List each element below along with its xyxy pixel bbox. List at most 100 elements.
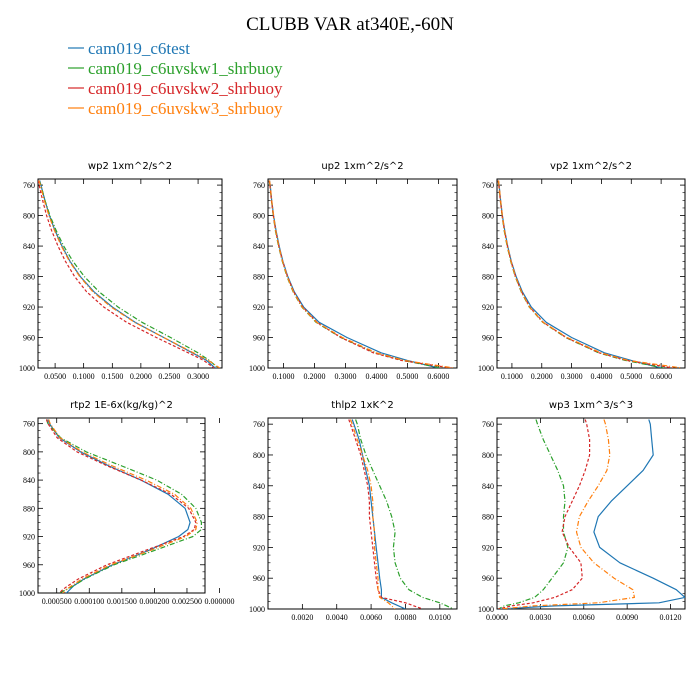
y-tick-label: 920: [23, 303, 35, 312]
y-tick-label: 760: [253, 420, 265, 429]
y-tick-label: 960: [23, 334, 35, 343]
series-line: [38, 180, 215, 368]
x-tick-label: 0.000000: [205, 597, 235, 606]
x-tick-label: 0.4000: [365, 372, 387, 381]
legend-label: cam019_c6uvskw2_shrbuoy: [88, 79, 283, 98]
series-line: [38, 180, 219, 368]
y-tick-label: 1000: [478, 364, 494, 373]
y-tick-label: 920: [253, 303, 265, 312]
y-tick-label: 800: [23, 212, 35, 221]
legend-label: cam019_c6uvskw3_shrbuoy: [88, 99, 283, 118]
plot-frame: [267, 178, 458, 369]
y-tick-label: 960: [482, 334, 494, 343]
y-tick-label: 1000: [478, 605, 494, 614]
x-tick-label: 0.1000: [501, 372, 523, 381]
x-tick-label: 0.2500: [158, 372, 180, 381]
series-line: [268, 180, 454, 368]
x-tick-label: 0.0090: [616, 613, 638, 622]
y-tick-label: 960: [23, 561, 35, 570]
x-tick-label: 0.1000: [272, 372, 294, 381]
x-tick-label: 0.0000: [486, 613, 508, 622]
panel-title: wp2 1xm^2/s^2: [88, 161, 172, 172]
x-tick-label: 0.0060: [573, 613, 595, 622]
panel-title: rtp2 1E-6x(kg/kg)^2: [70, 400, 173, 411]
legend-label: cam019_c6uvskw1_shrbuoy: [88, 59, 283, 78]
y-tick-label: 880: [482, 273, 494, 282]
chart-panel: wp2 1xm^2/s^2 760 800 840 880 920 960 1000 0.050…: [19, 161, 223, 381]
series-line: [45, 419, 202, 593]
y-tick-label: 840: [482, 242, 494, 251]
x-tick-label: 0.002500: [172, 597, 202, 606]
y-tick-label: 920: [482, 543, 494, 552]
y-tick-label: 1000: [249, 605, 265, 614]
plot-frame: [267, 417, 458, 610]
chart-panel: vp2 1xm^2/s^2 760 800 840 880 920 960 1000 0.100…: [478, 161, 686, 381]
y-tick-label: 880: [253, 273, 265, 282]
x-tick-label: 0.1500: [101, 372, 123, 381]
chart-panel: up2 1xm^2/s^2 760 800 840 880 920 960 1000 0.100…: [249, 161, 458, 381]
x-tick-label: 0.4000: [590, 372, 612, 381]
y-tick-label: 960: [253, 334, 265, 343]
y-tick-label: 840: [253, 242, 265, 251]
y-tick-label: 760: [23, 420, 35, 429]
figure-title: CLUBB VAR at340E,-60N: [246, 14, 454, 35]
chart-panel: wp3 1xm^3/s^3 760 800 840 880 920 960 10000.000…: [478, 400, 686, 622]
y-tick-label: 800: [482, 212, 494, 221]
y-tick-label: 760: [482, 420, 494, 429]
y-tick-label: 800: [482, 451, 494, 460]
series-line: [498, 419, 569, 609]
series-line: [501, 419, 635, 609]
x-tick-label: 0.6000: [427, 372, 449, 381]
y-tick-label: 880: [23, 504, 35, 513]
chart-panels: wp2 1xm^2/s^2 760 800 840 880 920 960 1000 0.050…: [19, 161, 686, 622]
x-tick-label: 0.0020: [291, 613, 313, 622]
series-line: [499, 419, 685, 609]
y-tick-label: 840: [253, 482, 265, 491]
panel-title: up2 1xm^2/s^2: [321, 161, 403, 172]
x-tick-label: 0.3000: [561, 372, 583, 381]
y-tick-label: 760: [253, 181, 265, 190]
y-tick-label: 840: [482, 482, 494, 491]
x-tick-label: 0.000500: [42, 597, 72, 606]
figure-legend: cam019_c6testcam019_c6uvskw1_shrbuoycam0…: [68, 39, 283, 118]
x-tick-label: 0.000200: [139, 597, 169, 606]
y-tick-label: 800: [253, 212, 265, 221]
y-tick-label: 840: [23, 242, 35, 251]
plot-frame: [37, 417, 206, 594]
series-line: [45, 419, 197, 593]
legend-label: cam019_c6test: [88, 39, 190, 58]
y-tick-label: 800: [253, 451, 265, 460]
x-tick-label: 0.0500: [44, 372, 66, 381]
y-tick-label: 840: [23, 476, 35, 485]
x-tick-label: 0.6000: [650, 372, 672, 381]
x-tick-label: 0.1000: [73, 372, 95, 381]
panel-title: wp3 1xm^3/s^3: [549, 400, 633, 411]
x-tick-label: 0.0080: [394, 613, 416, 622]
y-tick-label: 920: [253, 543, 265, 552]
y-tick-label: 880: [23, 273, 35, 282]
chart-panel: thlp2 1xK^2 760 800 840 880 920 960 1000 0.0020 0…: [249, 400, 458, 622]
y-tick-label: 960: [482, 574, 494, 583]
x-tick-label: 0.000100: [74, 597, 104, 606]
x-tick-label: 0.2000: [531, 372, 553, 381]
x-tick-label: 0.3000: [334, 372, 356, 381]
series-line: [351, 419, 406, 609]
x-tick-label: 0.0100: [429, 613, 451, 622]
x-tick-label: 0.0040: [326, 613, 348, 622]
x-tick-label: 0.0120: [660, 613, 682, 622]
series-line: [497, 180, 683, 368]
y-tick-label: 880: [482, 513, 494, 522]
panel-title: vp2 1xm^2/s^2: [550, 161, 632, 172]
y-tick-label: 800: [23, 448, 35, 457]
y-tick-label: 1000: [19, 589, 35, 598]
y-tick-label: 960: [253, 574, 265, 583]
plot-frame: [496, 178, 686, 369]
y-tick-label: 1000: [249, 364, 265, 373]
panel-title: thlp2 1xK^2: [331, 400, 394, 411]
x-tick-label: 0.2000: [303, 372, 325, 381]
y-tick-label: 920: [482, 303, 494, 312]
x-tick-label: 0.3000: [187, 372, 209, 381]
chart-panel: rtp2 1E-6x(kg/kg)^2 760 800 840 880 920 960 100…: [19, 400, 235, 606]
series-line: [48, 419, 198, 593]
